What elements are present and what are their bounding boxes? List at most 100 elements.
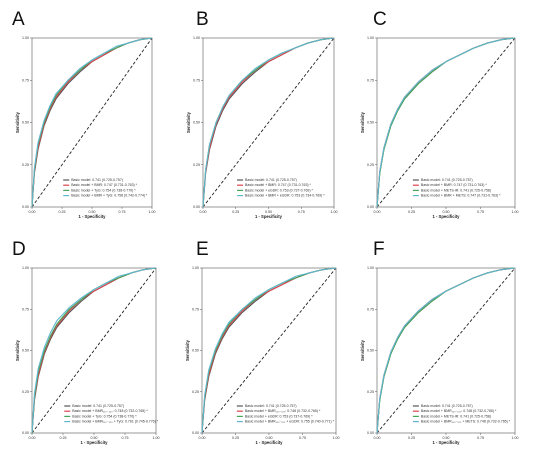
legend-label-series-2: Basic model + BMR₁₁₀₋₁₂₀: 0.748 (0.732-0… [72, 409, 148, 413]
y-tick-label: 0.75 [367, 78, 374, 82]
y-tick-label: 1.00 [22, 266, 29, 270]
x-tick-label: 0.75 [477, 210, 484, 214]
x-tick-label: 1.00 [333, 436, 340, 440]
y-tick-label: 0.00 [22, 431, 29, 435]
x-tick-label: 0.25 [408, 436, 415, 440]
legend-label-series-3: Basic model + METS-IR: 0.741 (0.725-0.75… [421, 188, 491, 192]
x-tick-label: 1.00 [149, 210, 156, 214]
y-tick-label: 0.25 [22, 390, 29, 394]
roc-panel-e: E 0.000.00 0.25 0.25 0.50 0.50 0.75 0.75 1.00 1.0… [185, 239, 340, 445]
panel-letter: F [373, 239, 385, 260]
x-tick-label: 0.75 [299, 436, 306, 440]
legend-label-series-2: Basic model + BMR₁₁₀₋₁₂₀: 0.748 (0.732-0… [245, 409, 321, 413]
y-axis-title: Sensitivity [360, 339, 365, 361]
x-tick-label: 0.25 [232, 210, 239, 214]
y-tick-label: 1.00 [367, 36, 374, 40]
legend-label-series-4: Basic model + BMR + TyG: 0.758 (0.742-0.… [71, 194, 148, 198]
roc-panel-a: A 0.000.00 0.25 0.25 0.50 0.50 0.75 0.75 1.00 1.0… [12, 9, 156, 219]
panel-letter: B [196, 9, 209, 30]
legend-label-series-4: Basic model + BMR₁₁₀₋₁₂₀ + METS: 0.748 (… [421, 420, 511, 424]
roc-curve-series-4 [31, 37, 153, 208]
y-axis-title: Sensitivity [15, 339, 20, 361]
y-tick-label: 0.75 [22, 307, 29, 311]
reference-diagonal [376, 37, 516, 208]
panel-letter: C [373, 9, 387, 30]
x-tick-label: 0.00 [200, 210, 207, 214]
y-tick-label: 0.75 [192, 307, 199, 311]
y-tick-label: 1.00 [192, 266, 199, 270]
reference-diagonal [376, 267, 516, 434]
legend-label-series-4: Basic model + BMR₁₁₀₋₁₂₀ + TyG: 0.761 (0… [72, 420, 158, 424]
x-tick-label: 1.00 [512, 210, 519, 214]
y-tick-label: 0.25 [192, 390, 199, 394]
roc-panel-d: D 0.000.00 0.25 0.25 0.50 0.50 0.75 0.75 1.00 1.0… [12, 239, 160, 445]
legend-label-series-1: Basic model: 0.741 (0.725-0.757) [421, 178, 473, 182]
panel-letter: D [12, 239, 26, 260]
x-tick-label: 1.00 [512, 436, 519, 440]
legend-label-series-3: Basic model + TyG: 0.754 (0.738-0.770) * [72, 414, 137, 418]
y-tick-label: 0.25 [367, 390, 374, 394]
x-axis-title: 1 - Specificity [255, 214, 283, 219]
reference-diagonal [31, 37, 153, 208]
y-tick-label: 1.00 [367, 266, 374, 270]
legend-label-series-2: Basic model + BMR: 0.747 (0.731-0.763) * [421, 183, 487, 187]
legend-label-series-4: Basic model + BMR₁₁₀₋₁₂₀ + eGDR: 0.755 (… [245, 420, 335, 424]
y-axis-title: Sensitivity [15, 111, 20, 133]
y-tick-label: 0.50 [367, 121, 374, 125]
roc-panel-c: C 0.000.00 0.25 0.25 0.50 0.50 0.75 0.75 1.00 1.0… [360, 9, 519, 219]
x-tick-label: 0.75 [119, 210, 126, 214]
x-axis-title: 1 - Specificity [81, 440, 109, 445]
reference-diagonal [202, 37, 335, 208]
roc-curve-series-4 [31, 267, 157, 434]
x-tick-label: 0.50 [89, 210, 96, 214]
roc-curve-series-4 [376, 37, 516, 208]
legend-label-series-3: Basic model + TyG: 0.754 (0.738-0.770) * [71, 188, 136, 192]
roc-panel-f: F 0.000.00 0.25 0.25 0.50 0.50 0.75 0.75 1.00 1.0… [360, 239, 519, 445]
y-tick-label: 0.00 [22, 205, 29, 209]
roc-curve-series-4 [376, 267, 516, 434]
legend-label-series-4: Basic model + BMR + METS: 0.747 (0.731-0… [421, 194, 501, 198]
x-tick-label: 0.75 [122, 436, 129, 440]
y-tick-label: 0.25 [193, 163, 200, 167]
x-axis-title: 1 - Specificity [433, 440, 461, 445]
legend-label-series-1: Basic model: 0.741 (0.725-0.757) [421, 404, 473, 408]
legend-label-series-3: Basic model + eGDR: 0.753 (0.737-0.769) … [245, 414, 313, 418]
x-tick-label: 0.00 [374, 210, 381, 214]
y-tick-label: 0.75 [193, 78, 200, 82]
x-tick-label: 0.00 [374, 436, 381, 440]
x-tick-label: 0.25 [59, 210, 66, 214]
x-tick-label: 1.00 [331, 210, 338, 214]
x-tick-label: 1.00 [153, 436, 160, 440]
roc-panel-b: B 0.000.00 0.25 0.25 0.50 0.50 0.75 0.75 1.00 1.0… [186, 9, 338, 219]
x-axis-title: 1 - Specificity [256, 440, 284, 445]
y-tick-label: 1.00 [22, 36, 29, 40]
legend-label-series-2: Basic model + BMR: 0.747 (0.731-0.763) * [71, 183, 137, 187]
reference-diagonal [31, 267, 157, 434]
y-axis-title: Sensitivity [185, 339, 190, 361]
x-tick-label: 0.75 [298, 210, 305, 214]
y-tick-label: 0.50 [192, 349, 199, 353]
legend-label-series-1: Basic model: 0.741 (0.725-0.757) [72, 404, 124, 408]
roc-curve-series-4 [202, 37, 335, 208]
x-axis-title: 1 - Specificity [433, 214, 461, 219]
x-tick-label: 0.25 [60, 436, 67, 440]
x-tick-label: 0.25 [232, 436, 239, 440]
y-axis-title: Sensitivity [186, 111, 191, 133]
y-tick-label: 0.50 [193, 121, 200, 125]
y-tick-label: 0.00 [367, 205, 374, 209]
x-tick-label: 0.00 [29, 210, 36, 214]
x-tick-label: 0.50 [91, 436, 98, 440]
legend-label-series-1: Basic model: 0.741 (0.725-0.757) [71, 178, 123, 182]
y-tick-label: 0.50 [22, 349, 29, 353]
legend-label-series-3: Basic model + METS-IR: 0.741 (0.725-0.75… [421, 414, 491, 418]
y-tick-label: 0.50 [367, 349, 374, 353]
y-tick-label: 0.50 [22, 121, 29, 125]
y-tick-label: 0.00 [367, 431, 374, 435]
y-tick-label: 1.00 [193, 36, 200, 40]
x-tick-label: 0.00 [199, 436, 206, 440]
legend-label-series-1: Basic model: 0.741 (0.725-0.757) [245, 404, 297, 408]
x-tick-label: 0.50 [443, 210, 450, 214]
panel-letter: A [12, 9, 25, 30]
